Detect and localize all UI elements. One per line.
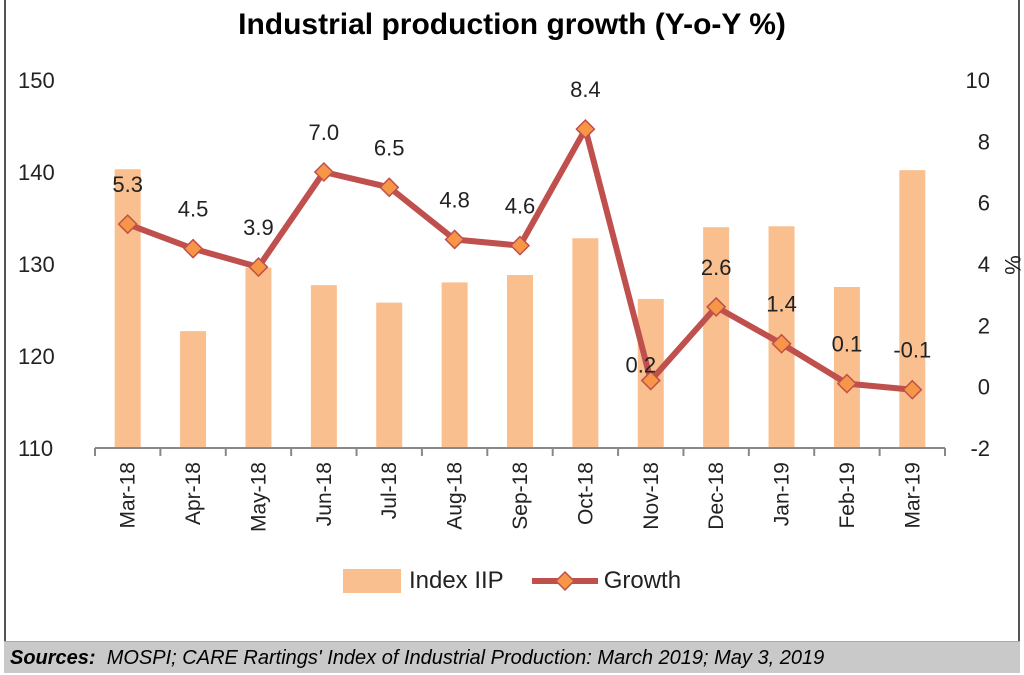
growth-data-label: 5.3 (112, 172, 143, 197)
x-tick-label: Nov-18 (640, 462, 663, 530)
growth-data-label: 6.5 (374, 135, 405, 160)
y-right-axis-label: % (1000, 255, 1024, 275)
growth-marker-Jun-18 (313, 161, 334, 183)
y-left-tick-label: 110 (18, 436, 53, 461)
legend-label-growth: Growth (603, 567, 682, 594)
x-tick-label: Oct-18 (574, 462, 597, 525)
growth-marker-Dec-18 (706, 296, 727, 317)
growth-marker-Sep-18 (509, 235, 531, 256)
growth-data-label: -0.1 (893, 338, 931, 363)
x-tick-label: Aug-18 (444, 462, 467, 530)
y-left-tick-label: 150 (18, 68, 55, 93)
y-right-tick-label: 10 (966, 68, 990, 93)
y-right-tick-label: 0 (978, 375, 990, 400)
bar-May-18 (245, 267, 272, 448)
growth-marker-Nov-18 (640, 370, 661, 391)
x-tick-label: May-18 (247, 462, 270, 532)
y-right-tick-label: 2 (978, 313, 990, 338)
x-tick-label: Mar-18 (117, 462, 140, 529)
bar-Mar-18 (114, 169, 141, 449)
bar-Apr-18 (180, 331, 207, 448)
growth-data-label: 1.4 (766, 292, 797, 317)
y-left-tick-label: 120 (18, 344, 55, 369)
legend: Index IIP Growth (0, 567, 1024, 595)
bar-Jul-18 (376, 302, 403, 448)
chart-title: Industrial production growth (Y-o-Y %) (238, 8, 786, 41)
growth-marker-Aug-18 (444, 229, 465, 250)
growth-data-label: 4.6 (505, 194, 536, 219)
growth-data-label: 4.5 (178, 197, 209, 222)
growth-data-label: 0.1 (832, 332, 863, 357)
x-tick-label: Jan-19 (771, 462, 794, 526)
growth-marker-Oct-18 (575, 119, 596, 140)
legend-label-index-iip: Index IIP (408, 567, 504, 594)
bar-Sep-18 (507, 275, 533, 448)
y-left-tick-label: 130 (18, 252, 55, 277)
growth-data-label: 7.0 (309, 120, 340, 145)
y-right-tick-label: 8 (978, 129, 990, 154)
y-right-tick-label: 4 (978, 252, 990, 277)
growth-data-label: 4.8 (439, 187, 470, 212)
x-tick-label: Mar-19 (901, 462, 924, 529)
footer-label: Sources: (10, 647, 96, 669)
chart-frame (4, 0, 1020, 672)
x-tick-label: Dec-18 (705, 462, 728, 530)
growth-marker-Mar-18 (117, 214, 138, 235)
y-right-tick-label: 6 (978, 191, 990, 216)
y-right-tick-label: -2 (970, 436, 990, 461)
x-tick-label: Sep-18 (509, 462, 532, 530)
bar-Oct-18 (572, 238, 599, 448)
growth-data-label: 8.4 (570, 77, 601, 102)
growth-marker-Apr-18 (183, 238, 204, 259)
chart-svg: 110 120 130 140 150 -2 0 2 4 6 8 10% Mar-18 Apr-18 May… (18, 68, 1024, 532)
x-tick-label: Apr-18 (182, 462, 205, 525)
x-tick-label: Jun-18 (313, 462, 336, 526)
growth-marker-Jul-18 (379, 177, 400, 198)
bar-Dec-18 (703, 227, 730, 448)
legend-swatch-index-iip (342, 569, 401, 593)
growth-data-label: 3.9 (243, 215, 274, 240)
bar-Aug-18 (441, 282, 468, 448)
x-tick-label: Feb-19 (836, 462, 859, 529)
bar-Feb-19 (833, 287, 860, 448)
footer-text: MOSPI; CARE Rartings' Index of Industria… (106, 647, 825, 669)
growth-marker-Mar-19 (902, 379, 923, 400)
source-footer: Sources: MOSPI; CARE Rartings' Index of … (4, 641, 1020, 673)
y-left-tick-label: 140 (18, 160, 55, 185)
growth-data-label: 0.2 (625, 353, 656, 378)
growth-marker-Jan-19 (771, 333, 792, 354)
growth-marker-May-18 (248, 257, 269, 278)
x-tick-label: Jul-18 (378, 462, 401, 519)
growth-marker-Feb-19 (836, 373, 857, 394)
bar-Jun-18 (310, 285, 337, 448)
growth-data-label: 2.6 (701, 255, 732, 280)
bar-Mar-19 (899, 170, 926, 448)
legend-swatch-growth (531, 570, 598, 592)
